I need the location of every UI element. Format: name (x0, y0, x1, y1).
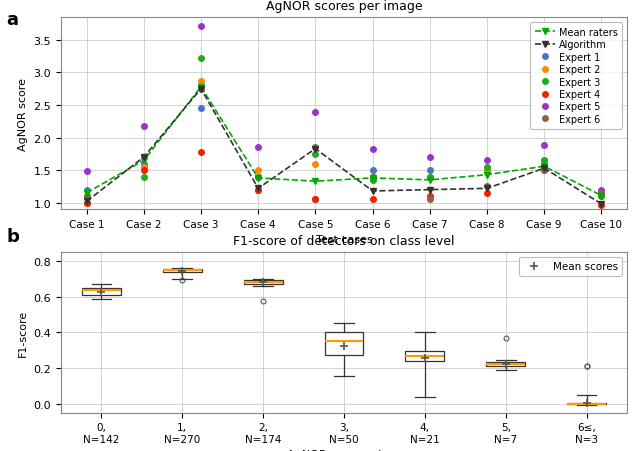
Point (596, 190, 607, 197)
Point (425, 154, 435, 161)
Legend: Mean raters, Algorithm, Expert 1, Expert 2, Expert 3, Expert 4, Expert 5, Expert: Mean raters, Algorithm, Expert 1, Expert… (531, 23, 622, 129)
Point (253, 167, 263, 175)
Point (253, 174, 263, 181)
Point (539, 167, 549, 175)
Point (596, 190, 607, 197)
Point (139, 154, 149, 161)
Point (253, 144, 263, 152)
Point (367, 167, 378, 175)
Point (539, 157, 549, 165)
Point (310, 144, 321, 152)
Point (310, 161, 321, 168)
X-axis label: Test cases: Test cases (316, 235, 372, 245)
Point (482, 164, 492, 171)
Legend: Mean scores: Mean scores (520, 258, 622, 276)
Point (482, 190, 492, 197)
Y-axis label: F1-score: F1-score (18, 309, 28, 356)
Point (196, 149, 206, 156)
Point (310, 196, 321, 203)
Point (425, 193, 435, 200)
Point (310, 196, 321, 203)
Title: F1-score of detectors on class level: F1-score of detectors on class level (233, 234, 455, 247)
Point (139, 124, 149, 131)
Point (139, 164, 149, 171)
Point (139, 174, 149, 181)
Point (539, 167, 549, 175)
Point (253, 187, 263, 194)
Point (253, 174, 263, 181)
Point (596, 193, 607, 200)
Point (196, 23, 206, 30)
Point (482, 167, 492, 175)
Point (81, 200, 92, 207)
Point (539, 157, 549, 165)
Title: AgNOR scores per image: AgNOR scores per image (266, 0, 422, 13)
Point (596, 187, 607, 194)
Point (81, 168, 92, 175)
Point (367, 196, 378, 203)
Point (596, 193, 607, 200)
PathPatch shape (82, 288, 121, 295)
Point (367, 174, 378, 181)
PathPatch shape (324, 333, 364, 355)
Point (139, 167, 149, 175)
Point (482, 167, 492, 175)
Point (81, 193, 92, 200)
PathPatch shape (486, 362, 525, 366)
Point (81, 187, 92, 194)
Point (425, 174, 435, 181)
Point (81, 200, 92, 207)
Point (367, 177, 378, 184)
Point (425, 196, 435, 203)
PathPatch shape (244, 281, 282, 284)
Point (539, 164, 549, 171)
PathPatch shape (163, 269, 202, 272)
Point (482, 157, 492, 165)
PathPatch shape (406, 351, 444, 361)
Point (196, 78, 206, 85)
Point (196, 55, 206, 63)
Y-axis label: AgNOR score: AgNOR score (18, 78, 28, 150)
Point (310, 109, 321, 116)
Point (253, 187, 263, 194)
Point (196, 86, 206, 93)
Point (139, 161, 149, 168)
Point (310, 151, 321, 158)
Text: b: b (6, 228, 19, 246)
Point (596, 202, 607, 209)
Point (196, 106, 206, 113)
X-axis label: AgNORs per nucleus: AgNORs per nucleus (287, 450, 401, 451)
Point (482, 184, 492, 191)
Point (425, 167, 435, 175)
Point (367, 174, 378, 181)
Text: a: a (6, 11, 19, 29)
Point (539, 143, 549, 150)
Point (425, 174, 435, 181)
Point (367, 146, 378, 153)
Point (81, 193, 92, 200)
